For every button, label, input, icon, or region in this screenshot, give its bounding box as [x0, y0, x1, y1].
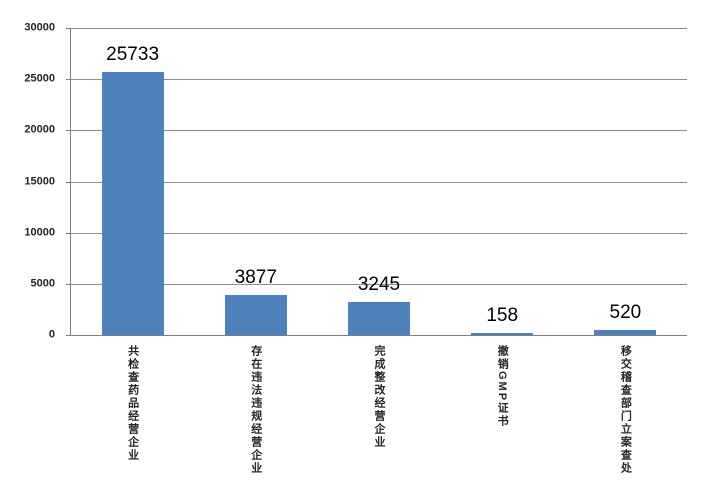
gridline [71, 181, 687, 183]
y-tick-label: 0 [48, 328, 55, 341]
x-axis-line [70, 335, 687, 336]
y-tick [66, 335, 71, 336]
y-tick [66, 28, 71, 29]
data-label: 3877 [234, 267, 277, 289]
data-label: 25733 [106, 43, 160, 65]
data-label: 520 [609, 301, 642, 323]
y-tick [66, 181, 71, 183]
bar [594, 329, 657, 335]
gridline [71, 79, 687, 81]
x-category-label: 撤销GMP证书 [496, 345, 509, 429]
x-category-label: 移交稽查部门立案查处 [619, 345, 632, 475]
y-tick-label: 25000 [24, 72, 55, 85]
gridline [71, 232, 687, 234]
x-category-label: 共检查药品经营企业 [126, 345, 139, 462]
bar [471, 333, 534, 335]
x-category-label: 完成整改经营企业 [373, 345, 385, 449]
y-tick-label: 15000 [24, 175, 55, 187]
y-tick [66, 232, 71, 234]
bar [348, 301, 410, 335]
y-tick-label: 30000 [24, 21, 55, 34]
gridline [71, 28, 687, 29]
data-label: 158 [486, 305, 519, 327]
bar [224, 295, 287, 335]
x-category-label: 存在违法违规经营企业 [249, 345, 262, 475]
y-tick-label: 10000 [24, 226, 55, 239]
gridline [71, 283, 687, 285]
y-tick-label: 20000 [24, 123, 55, 136]
y-tick [66, 130, 71, 132]
y-tick [66, 283, 71, 285]
gridline [71, 130, 687, 132]
bar [101, 71, 164, 335]
y-tick-label: 5000 [30, 277, 55, 290]
y-axis-line [70, 28, 71, 336]
y-tick [66, 79, 71, 81]
data-label: 3245 [357, 273, 401, 295]
